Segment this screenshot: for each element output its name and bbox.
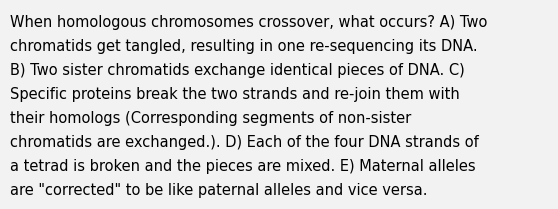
Text: a tetrad is broken and the pieces are mixed. E) Maternal alleles: a tetrad is broken and the pieces are mi…	[10, 159, 475, 174]
Text: When homologous chromosomes crossover, what occurs? A) Two: When homologous chromosomes crossover, w…	[10, 15, 488, 30]
Text: chromatids get tangled, resulting in one re-sequencing its DNA.: chromatids get tangled, resulting in one…	[10, 39, 478, 54]
Text: Specific proteins break the two strands and re-join them with: Specific proteins break the two strands …	[10, 87, 460, 102]
Text: B) Two sister chromatids exchange identical pieces of DNA. C): B) Two sister chromatids exchange identi…	[10, 63, 465, 78]
Text: their homologs (Corresponding segments of non-sister: their homologs (Corresponding segments o…	[10, 111, 411, 126]
Text: chromatids are exchanged.). D) Each of the four DNA strands of: chromatids are exchanged.). D) Each of t…	[10, 135, 479, 150]
Text: are "corrected" to be like paternal alleles and vice versa.: are "corrected" to be like paternal alle…	[10, 183, 427, 198]
